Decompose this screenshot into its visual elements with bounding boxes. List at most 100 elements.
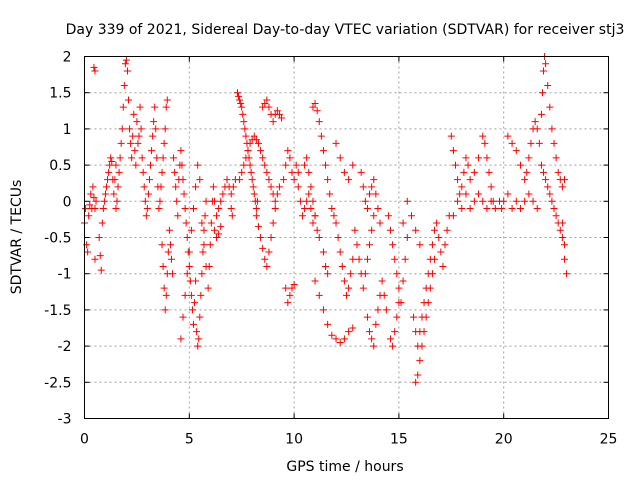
data-point [151,103,159,111]
data-point [181,205,189,213]
data-point [527,139,535,147]
data-point [357,168,365,176]
data-point [447,132,455,140]
data-point [250,190,258,198]
y-tick-label: -1 [58,267,72,283]
data-point [504,190,512,198]
data-point [95,234,103,241]
x-tick-label: 15 [390,432,408,448]
data-point [178,161,186,169]
data-point [286,154,294,162]
data-point [525,154,533,162]
data-point [169,270,177,278]
data-point [508,205,516,213]
data-point [439,262,447,270]
data-point [393,270,401,278]
data-point [458,205,466,213]
y-tick-label: -2 [58,339,72,355]
data-point [193,328,201,336]
data-point [89,183,97,191]
data-point [127,139,135,147]
data-point [560,176,568,184]
data-point [275,110,283,118]
data-point [516,205,524,213]
data-point [305,190,313,198]
data-point [265,103,273,111]
data-point [261,255,269,263]
data-point [161,306,169,314]
data-point [162,103,170,111]
data-point [384,212,392,220]
data-point [259,244,267,252]
data-point [319,147,327,155]
data-point [336,154,344,162]
y-axis-label: SDTVAR / TECUs [9,180,25,295]
grid-lines [84,56,609,419]
data-point [170,154,178,162]
data-point [313,226,321,234]
data-point [324,176,332,184]
data-point [491,205,499,213]
y-tick-label: 0.5 [49,158,71,174]
data-point [144,190,152,198]
data-point [403,197,411,205]
data-point [85,212,93,220]
data-point [324,270,332,278]
data-point [554,168,562,176]
data-point [470,168,478,176]
data-point [389,241,397,249]
data-point [451,161,459,169]
data-point [326,190,334,198]
data-point [91,67,99,75]
data-point [242,132,250,140]
data-point [126,125,134,133]
data-point [131,147,139,155]
y-tick-label: 2 [63,50,72,66]
data-point [140,183,148,191]
data-point [248,176,256,184]
data-point [237,100,245,108]
data-point [198,219,206,227]
data-point [395,284,403,292]
data-point [118,125,126,133]
data-point [560,241,568,249]
data-point [416,357,424,365]
data-point [282,284,290,292]
data-point [180,190,188,198]
data-point [428,241,436,249]
x-axis-label: GPS time / hours [286,459,403,475]
data-point [206,241,214,249]
data-point [254,139,262,147]
data-point [252,205,260,213]
data-point [521,176,529,184]
data-point [129,132,137,140]
data-point [550,139,558,147]
data-point [363,313,371,321]
data-point [512,147,520,155]
data-point [174,212,182,220]
data-point [241,125,249,133]
data-point [309,219,317,227]
data-point [135,132,143,140]
data-point [294,168,302,176]
chart-title: Day 339 of 2021, Sidereal Day-to-day VTE… [66,22,625,38]
data-point [141,197,149,205]
data-point [441,241,449,249]
data-point [90,63,98,71]
data-point [112,161,120,169]
data-point [292,161,300,169]
data-point [315,234,323,241]
data-point [340,277,348,285]
data-point [387,226,395,234]
data-point [529,197,537,205]
data-point [414,342,422,350]
data-point [194,161,202,169]
data-point [112,205,120,213]
data-point [107,154,115,162]
data-point [313,107,321,115]
data-point [290,176,298,184]
data-point [431,226,439,234]
data-point [416,328,424,336]
data-point [449,147,457,155]
data-point [334,234,342,241]
